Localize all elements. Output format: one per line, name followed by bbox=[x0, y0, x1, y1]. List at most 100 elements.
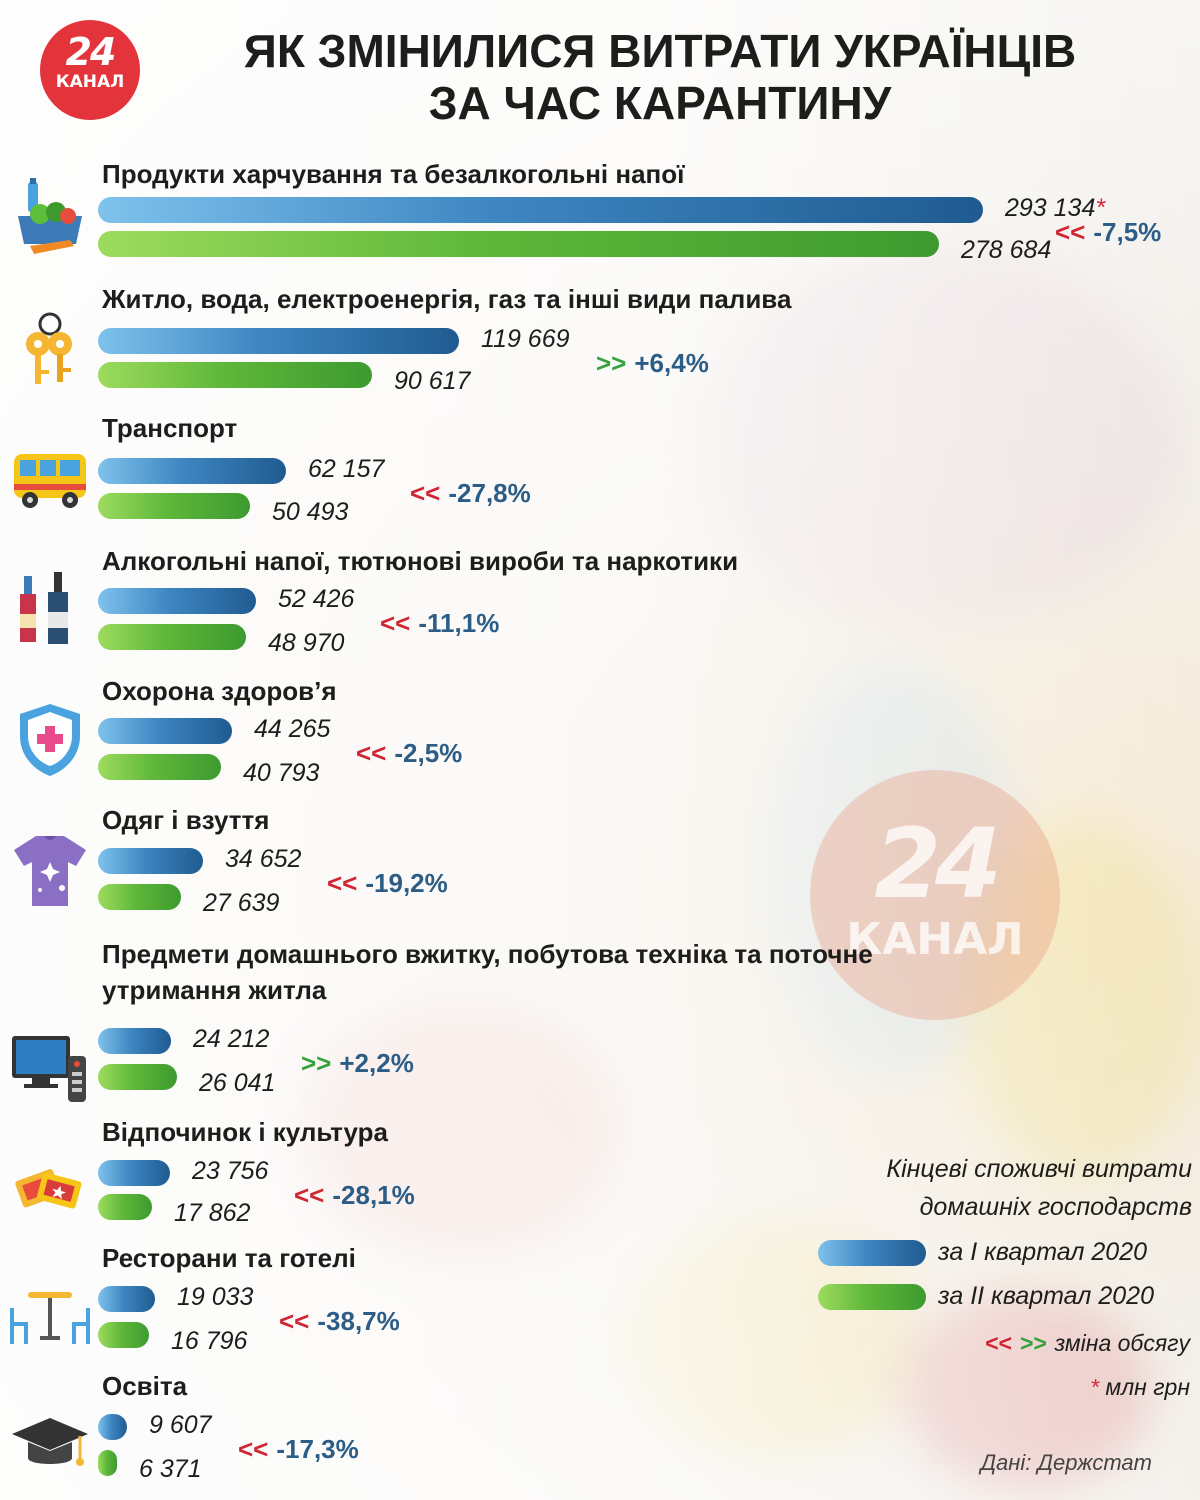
bar-q2 bbox=[98, 493, 250, 519]
bar-q1 bbox=[98, 458, 286, 484]
health-shield-icon bbox=[20, 704, 80, 776]
category-label: Житло, вода, електроенергія, газ та інші… bbox=[102, 284, 792, 314]
decrease-arrows: << bbox=[327, 868, 358, 898]
value-label-q2: 27 639 bbox=[203, 889, 280, 917]
change-indicator: << -7,5% bbox=[1055, 217, 1161, 248]
bar-q1 bbox=[98, 1414, 127, 1440]
legend-q2-swatch bbox=[818, 1284, 926, 1310]
legend-up-arrow: >> bbox=[1019, 1330, 1047, 1356]
value-label-q1: 9 607 bbox=[149, 1411, 212, 1439]
category-label: Одяг і взуття bbox=[102, 805, 270, 835]
change-indicator: >> +6,4% bbox=[596, 348, 709, 379]
decrease-arrows: << bbox=[279, 1306, 310, 1336]
legend-q1-swatch bbox=[818, 1240, 926, 1266]
title-line-2: ЗА ЧАС КАРАНТИНУ bbox=[428, 77, 892, 129]
bottles-icon bbox=[20, 572, 68, 644]
bar-q2 bbox=[98, 884, 181, 910]
legend-down-arrow: << bbox=[984, 1330, 1012, 1356]
bar-q1 bbox=[98, 848, 203, 874]
legend-asterisk: * bbox=[1090, 1374, 1100, 1400]
category-label: Ресторани та готелі bbox=[102, 1243, 356, 1273]
bar-q1 bbox=[98, 1028, 171, 1054]
logo-word: КАНАЛ bbox=[55, 72, 125, 92]
groceries-icon bbox=[18, 178, 82, 254]
bar-q2 bbox=[98, 754, 221, 780]
cafe-table-icon bbox=[10, 1292, 90, 1344]
value-label-q1: 293 134* bbox=[1005, 194, 1106, 222]
bar-q2 bbox=[98, 1322, 149, 1348]
value-label-q1: 44 265 bbox=[254, 715, 331, 743]
bar-q2 bbox=[98, 624, 246, 650]
graduation-cap-icon bbox=[12, 1418, 88, 1466]
value-label-q2: 90 617 bbox=[394, 367, 471, 395]
bus-icon bbox=[14, 454, 86, 508]
legend-change-label: зміна обсягу bbox=[1054, 1330, 1190, 1356]
value-label-q2: 48 970 bbox=[268, 629, 345, 657]
decrease-arrows: << bbox=[1055, 217, 1086, 247]
change-percent: +2,2% bbox=[339, 1048, 414, 1078]
change-indicator: << -11,1% bbox=[380, 608, 499, 639]
increase-arrows: >> bbox=[596, 348, 627, 378]
legend-q2-label: за II квартал 2020 bbox=[938, 1282, 1154, 1310]
change-percent: -28,1% bbox=[332, 1180, 415, 1210]
change-percent: -7,5% bbox=[1093, 217, 1162, 247]
change-indicator: << -19,2% bbox=[327, 868, 448, 899]
keys-icon bbox=[26, 312, 72, 384]
value-label-q1: 23 756 bbox=[192, 1157, 269, 1185]
category-label: Продукти харчування та безалкогольні нап… bbox=[102, 159, 685, 189]
bar-q1 bbox=[98, 718, 232, 744]
bar-q2 bbox=[98, 231, 939, 257]
channel-logo: 24 КАНАЛ bbox=[40, 20, 140, 120]
change-percent: +6,4% bbox=[634, 348, 709, 378]
change-percent: -11,1% bbox=[418, 608, 500, 638]
value-label-q2: 50 493 bbox=[272, 498, 349, 526]
value-label-q2: 17 862 bbox=[174, 1199, 251, 1227]
data-source: Дані: Держстат bbox=[980, 1450, 1152, 1475]
value-label-q1: 62 157 bbox=[308, 455, 385, 483]
change-percent: -27,8% bbox=[448, 478, 531, 508]
title-line-1: ЯК ЗМІНИЛИСЯ ВИТРАТИ УКРАЇНЦІВ bbox=[243, 25, 1077, 77]
change-indicator: << -38,7% bbox=[279, 1306, 400, 1337]
change-indicator: >> +2,2% bbox=[301, 1048, 414, 1079]
decrease-arrows: << bbox=[410, 478, 441, 508]
category-label: Алкогольні напої, тютюнові вироби та нар… bbox=[102, 546, 739, 576]
change-indicator: << -17,3% bbox=[238, 1434, 359, 1465]
legend-unit-label: млн грн bbox=[1105, 1374, 1190, 1400]
value-label-q2: 278 684 bbox=[961, 236, 1052, 264]
bar-q1 bbox=[98, 588, 256, 614]
bar-q2 bbox=[98, 1194, 152, 1220]
tickets-icon bbox=[15, 1169, 82, 1209]
decrease-arrows: << bbox=[356, 738, 387, 768]
category-label: Охорона здоров’я bbox=[102, 676, 337, 706]
watermark-word: КАНАЛ bbox=[846, 914, 1024, 965]
value-label-q1: 19 033 bbox=[177, 1283, 254, 1311]
bar-q1 bbox=[98, 328, 459, 354]
legend-unit-note: * млн грн bbox=[1090, 1374, 1190, 1401]
bar-q1 bbox=[98, 1160, 170, 1186]
change-indicator: << -27,8% bbox=[410, 478, 531, 509]
value-label-q1: 119 669 bbox=[481, 325, 570, 353]
category-label: Освіта bbox=[102, 1371, 188, 1401]
value-label-q2: 16 796 bbox=[171, 1327, 248, 1355]
legend-q1-label: за I квартал 2020 bbox=[938, 1238, 1148, 1266]
change-percent: -2,5% bbox=[394, 738, 463, 768]
unit-asterisk: * bbox=[1095, 194, 1106, 222]
category-label: Предмети домашнього вжитку, побутова тех… bbox=[102, 939, 873, 1005]
decrease-arrows: << bbox=[380, 608, 411, 638]
change-indicator: << -2,5% bbox=[356, 738, 462, 769]
bar-q1 bbox=[98, 197, 983, 223]
change-percent: -19,2% bbox=[365, 868, 448, 898]
bar-q2 bbox=[98, 1450, 117, 1476]
category-label: Відпочинок і культура bbox=[102, 1117, 388, 1147]
legend-caption-line-2: домашніх господарств bbox=[919, 1193, 1192, 1221]
value-label-q2: 6 371 bbox=[139, 1455, 202, 1483]
decrease-arrows: << bbox=[294, 1180, 325, 1210]
logo-number: 24 bbox=[65, 30, 117, 74]
increase-arrows: >> bbox=[301, 1048, 332, 1078]
legend-change-note: << >> зміна обсягу bbox=[985, 1330, 1190, 1357]
tshirt-icon bbox=[14, 836, 86, 906]
channel-watermark: 24 КАНАЛ bbox=[810, 770, 1060, 1020]
value-label-q1: 34 652 bbox=[225, 845, 302, 873]
tv-remote-icon bbox=[12, 1036, 86, 1102]
change-indicator: << -28,1% bbox=[294, 1180, 415, 1211]
